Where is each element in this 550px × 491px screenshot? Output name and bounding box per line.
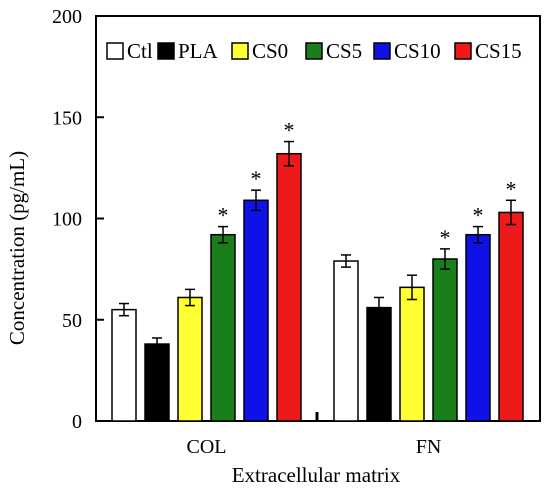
x-tick-label: FN xyxy=(416,436,442,458)
legend-swatch-ctl xyxy=(106,42,124,60)
legend-label-pla: PLA xyxy=(178,39,219,63)
bar-cs10-col xyxy=(243,199,269,422)
legend-label-cs5: CS5 xyxy=(326,39,362,63)
legend-label-ctl: Ctl xyxy=(127,39,153,63)
bar-pla-col xyxy=(144,343,170,422)
bar-cs5-col xyxy=(210,233,236,422)
y-axis-title: Concentration (pg/mL) xyxy=(5,151,29,345)
significance-marker: * xyxy=(251,166,262,191)
significance-marker: * xyxy=(218,203,229,228)
bar-cs5-fn xyxy=(432,258,458,422)
legend-label-cs10: CS10 xyxy=(394,39,441,63)
bar-pla-fn xyxy=(366,306,392,422)
significance-marker: * xyxy=(473,203,484,228)
significance-marker: * xyxy=(284,118,295,143)
bar-cs15-col xyxy=(276,152,302,422)
bar-cs0-fn xyxy=(399,286,425,422)
bar-cs0-col xyxy=(177,296,203,422)
y-tick-label: 50 xyxy=(62,310,82,332)
legend-swatch-pla xyxy=(157,42,175,60)
y-tick-label: 200 xyxy=(52,6,82,28)
legend-swatch-cs0 xyxy=(231,42,249,60)
x-axis-title: Extracellular matrix xyxy=(232,463,401,487)
bar-cs15-fn xyxy=(498,211,524,422)
significance-marker: * xyxy=(440,225,451,250)
bar-ctl-col xyxy=(111,308,137,422)
legend-swatch-cs10 xyxy=(373,42,391,60)
legend-label-cs15: CS15 xyxy=(475,39,522,63)
significance-marker: * xyxy=(506,176,517,201)
bar-ctl-fn xyxy=(333,260,359,422)
legend-swatch-cs15 xyxy=(454,42,472,60)
x-tick-label: COL xyxy=(187,436,227,458)
bar-cs10-fn xyxy=(465,233,491,422)
y-tick-label: 100 xyxy=(52,209,82,231)
legend-label-cs0: CS0 xyxy=(252,39,288,63)
y-tick-label: 150 xyxy=(52,107,82,129)
y-tick-label: 0 xyxy=(72,411,82,433)
legend-swatch-cs5 xyxy=(305,42,323,60)
plot-area: 0 50 100 150 200 COL FN * * * * * * Ctl PLA CS0 CS5 CS10 C… xyxy=(52,6,541,458)
